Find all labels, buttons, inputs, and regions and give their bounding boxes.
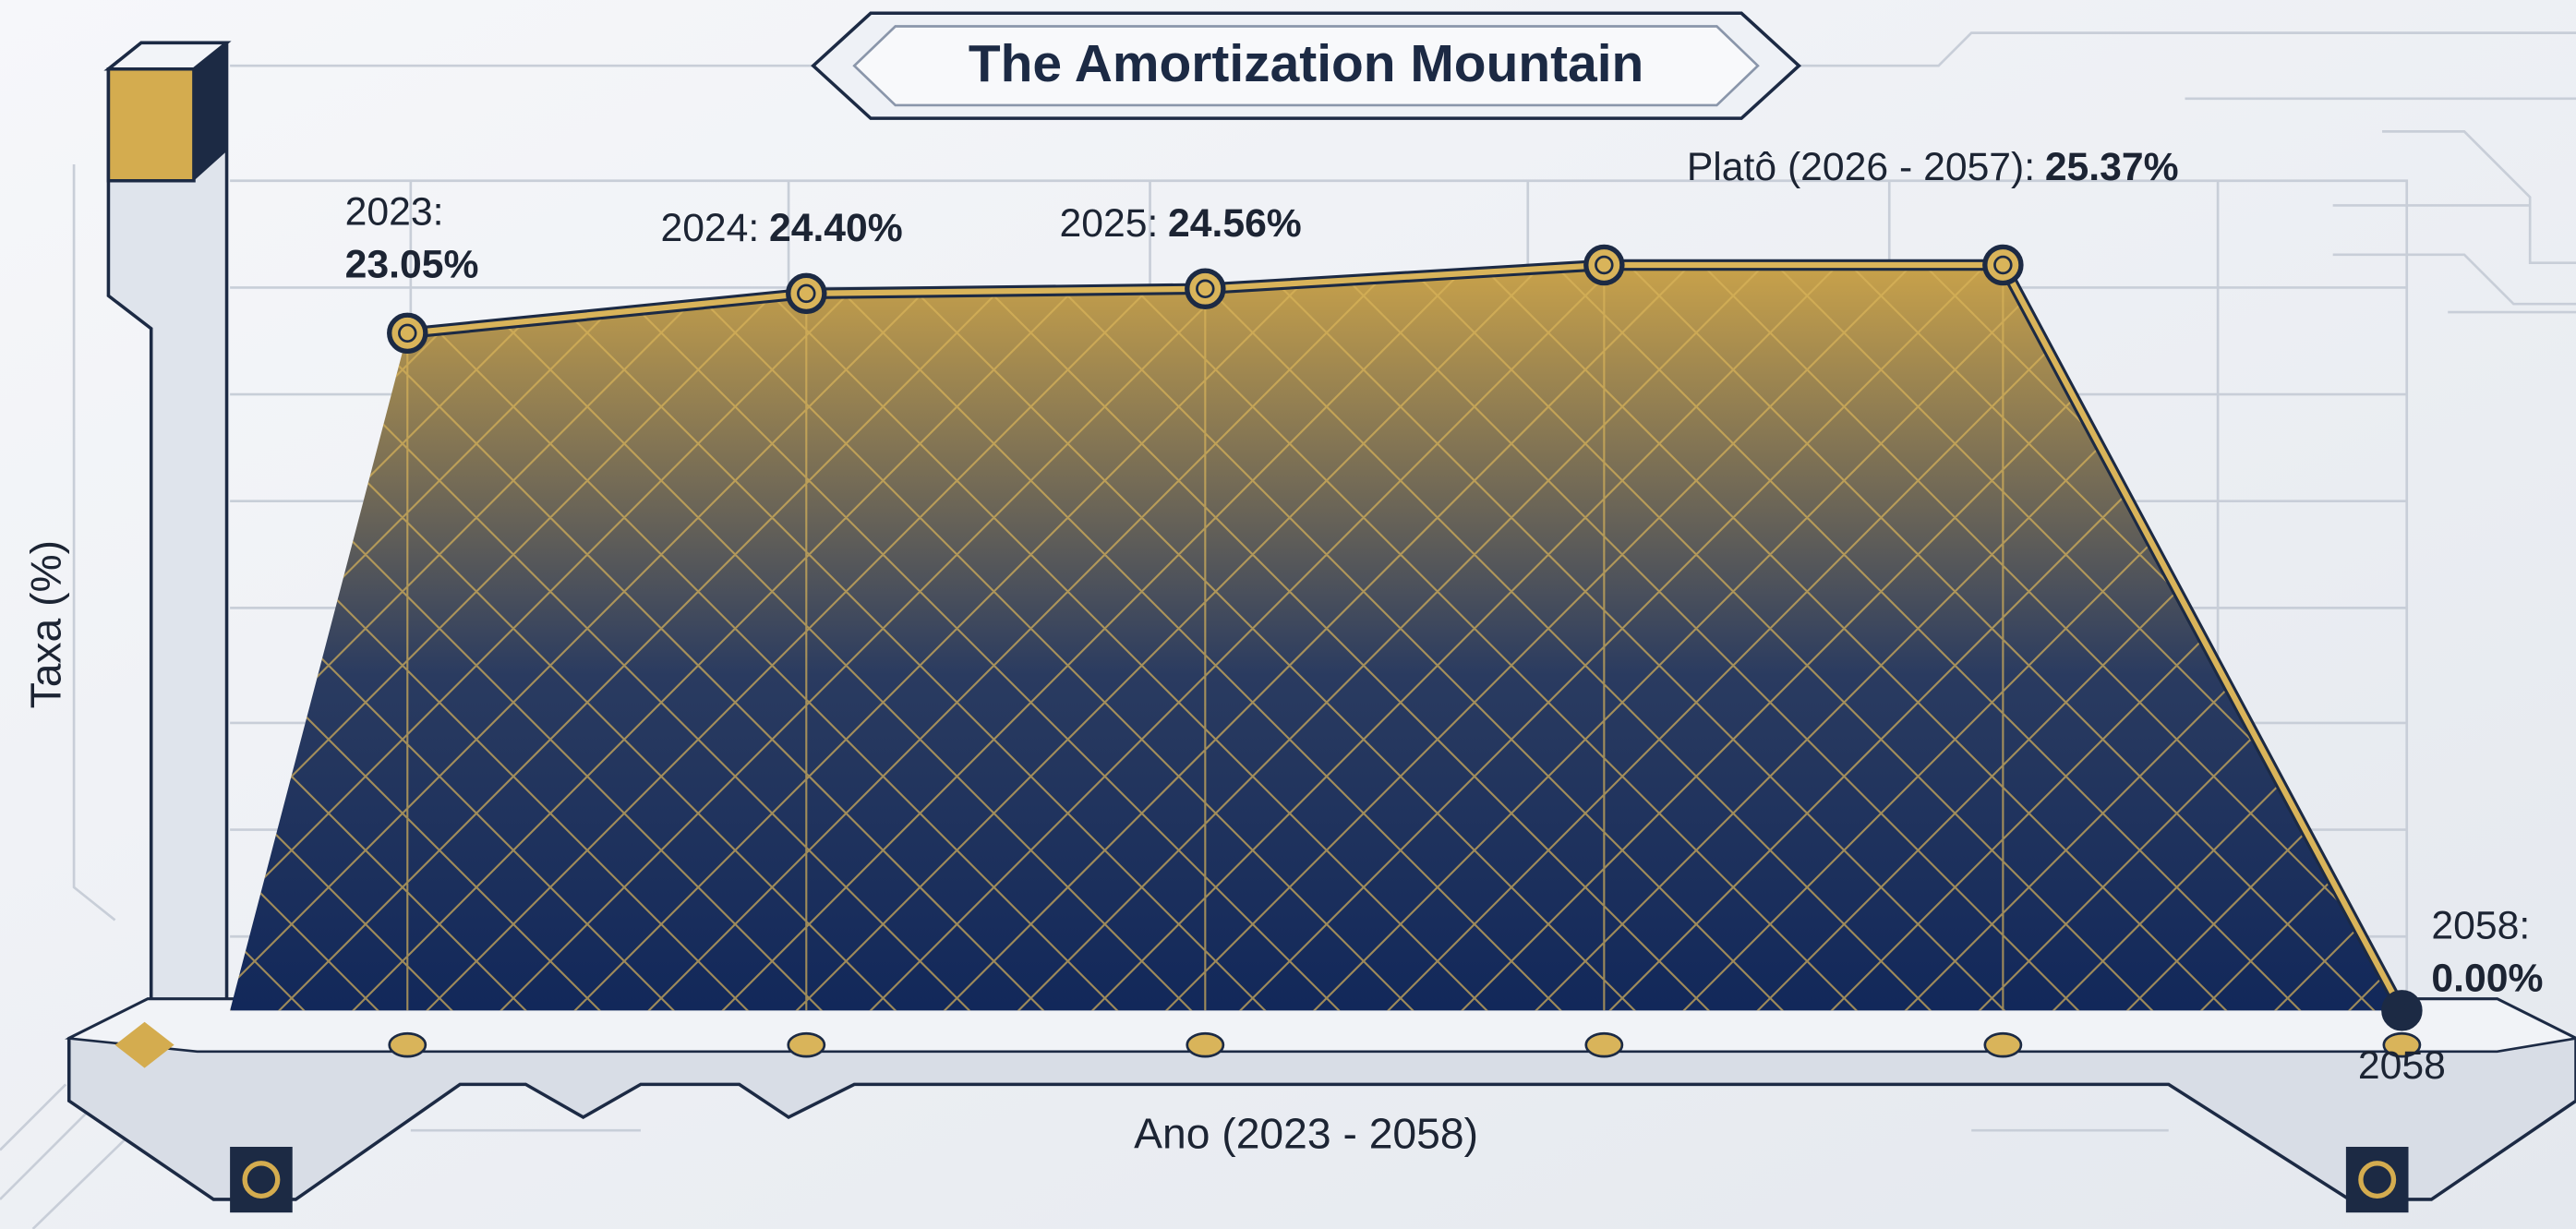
point-label: 2024:24.40% xyxy=(660,207,902,251)
point-label: 2025:24.56% xyxy=(1059,201,1301,246)
value-label: 24.40% xyxy=(769,207,903,251)
data-point xyxy=(788,275,825,311)
value-label: 24.56% xyxy=(1168,201,1302,246)
base-marker xyxy=(788,1033,825,1056)
title-banner: The Amortization Mountain xyxy=(813,13,1800,118)
point-label-year: 2023: xyxy=(345,190,444,235)
value-label: 23.05% xyxy=(345,243,479,287)
value-label: 0.00% xyxy=(2431,957,2543,1001)
base-marker xyxy=(1586,1033,1622,1056)
point-label: Platô (2026 - 2057):25.37% xyxy=(1687,145,2179,189)
chart-title: The Amortization Mountain xyxy=(969,34,1643,93)
data-point xyxy=(1586,247,1622,283)
chart: The Amortization Mountain Taxa (%) Ano (… xyxy=(0,0,2576,1229)
base-marker xyxy=(390,1033,426,1056)
point-label-year: 2025: xyxy=(1059,201,1158,246)
point-label-year: Platô (2026 - 2057): xyxy=(1687,145,2035,189)
page: {"chart_data": {"type": "area", "title":… xyxy=(0,0,2576,1229)
data-point xyxy=(1187,271,1223,307)
point-label-year: 2058: xyxy=(2431,904,2530,948)
data-point xyxy=(2384,993,2420,1029)
base-marker xyxy=(1985,1033,2021,1056)
value-label: 25.37% xyxy=(2045,145,2179,189)
data-point xyxy=(390,315,426,351)
data-point xyxy=(1985,247,2021,283)
point-label-year: 2024: xyxy=(660,207,759,251)
base-marker xyxy=(1187,1033,1223,1056)
y-axis-label: Taxa (%) xyxy=(22,540,70,708)
x-tick-label: 2058 xyxy=(2358,1043,2446,1088)
x-axis-label: Ano (2023 - 2058) xyxy=(1134,1110,1478,1158)
